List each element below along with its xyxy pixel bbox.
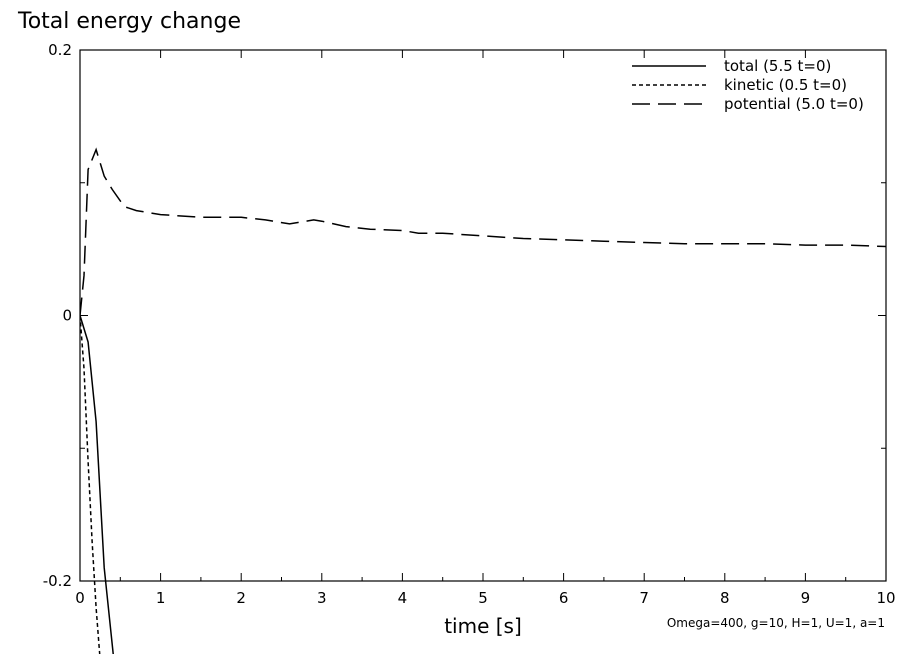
y-ticks: -0.2 0 0.2 bbox=[43, 41, 886, 590]
series-layer bbox=[80, 147, 886, 654]
x-tick-label: 1 bbox=[156, 589, 166, 607]
plot-area bbox=[79, 49, 887, 582]
x-tick-label: 2 bbox=[236, 589, 246, 607]
x-ticks: 0 1 2 3 4 5 6 7 8 9 10 bbox=[75, 50, 896, 607]
series-line-2 bbox=[80, 315, 101, 654]
x-tick-label: 7 bbox=[639, 589, 649, 607]
y-tick-label: -0.2 bbox=[43, 572, 72, 590]
x-axis-label: time [s] bbox=[444, 614, 522, 638]
x-tick-label: 8 bbox=[720, 589, 730, 607]
series-line-1 bbox=[80, 315, 114, 654]
x-tick-label: 9 bbox=[801, 589, 811, 607]
x-tick-label: 6 bbox=[559, 589, 569, 607]
legend: total (5.5 t=0)kinetic (0.5 t=0)potentia… bbox=[632, 57, 864, 113]
x-tick-label: 5 bbox=[478, 589, 488, 607]
x-tick-label: 10 bbox=[876, 589, 895, 607]
chart-title: Total energy change bbox=[17, 9, 241, 34]
x-tick-label: 4 bbox=[398, 589, 408, 607]
legend-label: potential (5.0 t=0) bbox=[724, 95, 864, 113]
x-tick-label: 3 bbox=[317, 589, 327, 607]
y-tick-label: 0 bbox=[62, 307, 72, 325]
y-tick-label: 0.2 bbox=[48, 41, 72, 59]
parameter-annotation: Omega=400, g=10, H=1, U=1, a=1 bbox=[667, 616, 885, 630]
legend-label: kinetic (0.5 t=0) bbox=[724, 76, 847, 94]
legend-label: total (5.5 t=0) bbox=[724, 57, 831, 75]
x-tick-label: 0 bbox=[75, 589, 85, 607]
series-line-3 bbox=[80, 147, 886, 316]
